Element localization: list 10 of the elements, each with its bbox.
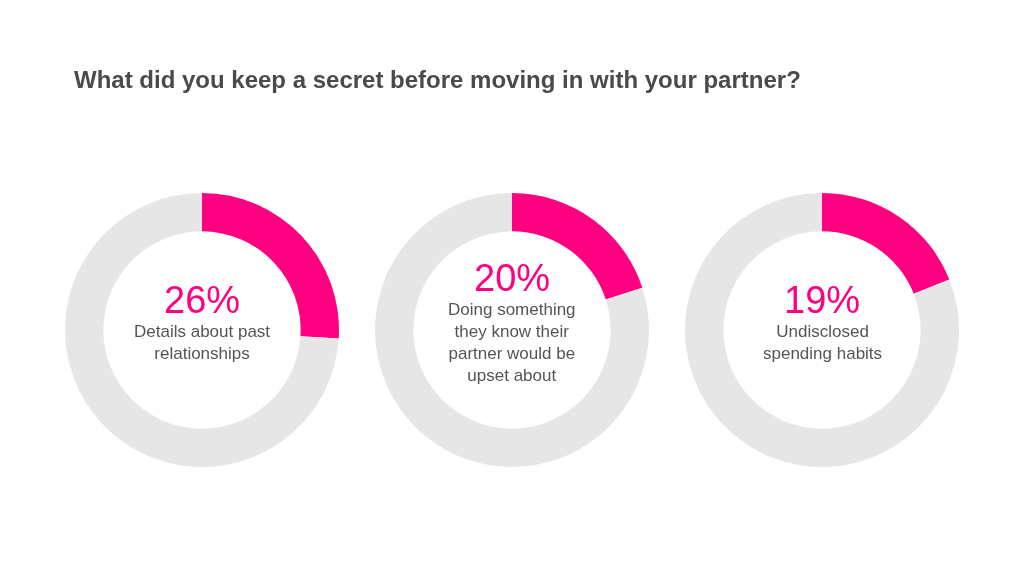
donut-slice [375,193,649,467]
slice-label: Undisclosed spending habits [763,322,883,364]
donut-slice [685,193,959,467]
donut-slice [65,193,339,467]
slice-label: Doing something they know their partner would be upset about [448,300,576,386]
data-label: 26% [164,279,241,321]
slice-label: Details about past relationships [134,322,271,364]
text: What did you keep a secret before moving in with your partner? [74,66,801,93]
data-label: 20% [474,257,551,299]
data-label: 19% [784,279,861,321]
